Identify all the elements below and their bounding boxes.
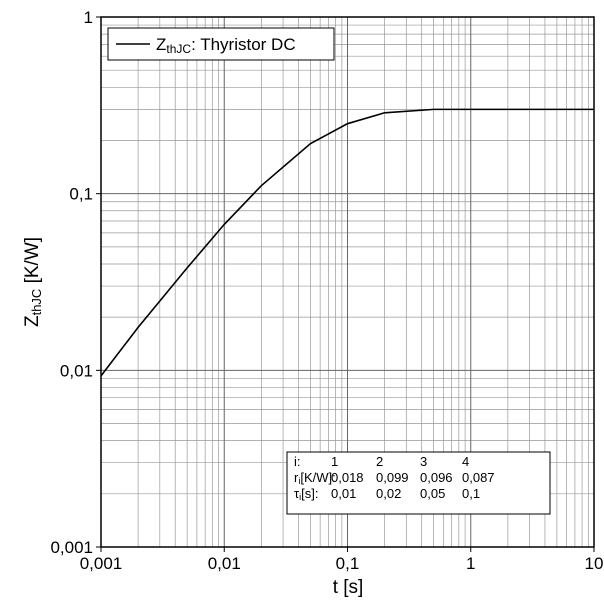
legend-label-rest: : Thyristor DC	[191, 35, 296, 54]
parameter-row-label: ri[K/W]:	[294, 470, 336, 486]
tick-labels: 0,001 0,01 0,1 1 10 0,001 0,01 0,1 1	[50, 8, 603, 573]
y-tick-label: 0,001	[50, 538, 93, 557]
parameter-cell: 0,018	[331, 470, 364, 485]
legend-label-main: Z	[156, 35, 166, 54]
x-tick-label: 0,1	[336, 554, 360, 573]
parameter-cell: 0,096	[420, 470, 453, 485]
parameter-cell: 4	[462, 454, 469, 469]
parameter-row-label-main: τ	[294, 486, 300, 501]
y-axis-title: ZthJC [K/W]	[22, 237, 44, 327]
parameter-row-label: τi[s]:	[294, 486, 318, 502]
parameter-cell: 3	[420, 454, 427, 469]
parameter-cell: 0,1	[462, 486, 480, 501]
legend: ZthJC: Thyristor DC	[107, 27, 335, 61]
y-axis-title-rest: [K/W]	[22, 237, 43, 289]
parameter-cell: 0,05	[420, 486, 445, 501]
y-tick-label: 1	[84, 8, 93, 27]
parameter-row-label-rest: [s]:	[301, 486, 318, 501]
legend-label: ZthJC: Thyristor DC	[156, 35, 296, 56]
legend-label-sub: thJC	[166, 42, 191, 56]
zthjc-curve	[100, 108, 594, 377]
x-tick-label: 0,01	[208, 554, 241, 573]
parameter-row-label: i:	[294, 454, 301, 469]
parameter-row-label-main: i:	[294, 454, 301, 469]
x-tick-label: 0,001	[80, 554, 123, 573]
y-tick-label: 0,1	[69, 185, 93, 204]
parameter-row-label-sub: i	[298, 476, 300, 486]
parameter-cell: 0,02	[376, 486, 401, 501]
y-tick-label: 0,01	[60, 361, 93, 380]
x-tick-label: 10	[585, 554, 604, 573]
x-axis-title: t [s]	[333, 577, 364, 598]
y-axis-title-sub: thJC	[29, 289, 44, 316]
parameter-table: i: 1 2 3 4ri[K/W]:0,018 0,099 0,096 0,087τi[s]:…	[286, 451, 551, 515]
parameter-row-label-sub: i	[299, 492, 301, 502]
x-tick-label: 1	[466, 554, 475, 573]
parameter-cell: 1	[331, 454, 338, 469]
parameter-cell: 0,087	[462, 470, 495, 485]
parameter-cell: 0,099	[376, 470, 409, 485]
y-axis-title-main: Z	[22, 315, 43, 327]
parameter-row-label-rest: [K/W]:	[300, 470, 335, 485]
parameter-cell: 2	[376, 454, 383, 469]
parameter-cell: 0,01	[331, 486, 356, 501]
parameter-row-label-main: r	[294, 470, 299, 485]
parameter-table-box	[286, 451, 551, 515]
